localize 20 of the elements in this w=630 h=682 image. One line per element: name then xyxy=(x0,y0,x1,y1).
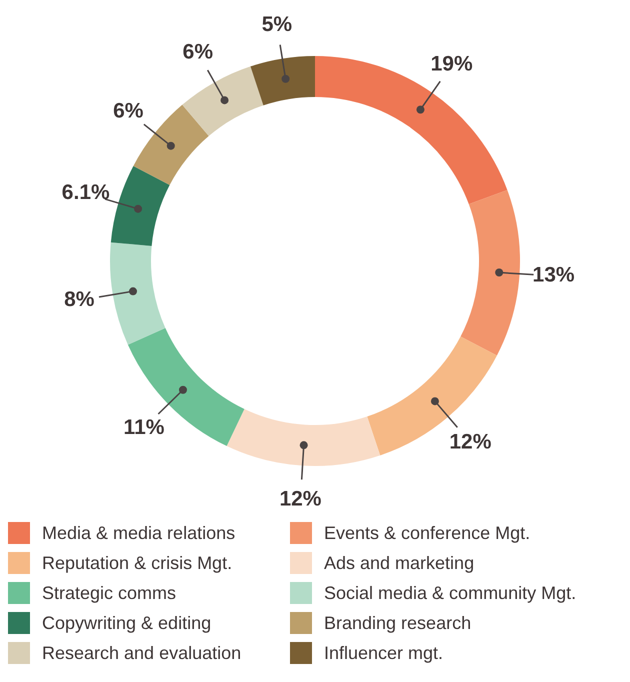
data-label: 8% xyxy=(64,288,95,312)
legend-label: Copywriting & editing xyxy=(42,612,212,634)
legend-label: Branding research xyxy=(324,612,472,634)
data-label: 6% xyxy=(113,100,144,123)
legend-label: Media & media relations xyxy=(42,522,236,544)
data-label: 11% xyxy=(124,416,165,439)
legend-label: Influencer mgt. xyxy=(324,642,444,664)
data-label: 5% xyxy=(262,12,292,36)
legend-label: Research and evaluation xyxy=(42,642,242,664)
legend-label: Ads and marketing xyxy=(324,552,474,574)
data-label: 6.1% xyxy=(62,181,110,204)
data-label: 19% xyxy=(430,52,473,76)
data-label: 13% xyxy=(532,264,575,287)
legend-label: Events & conference Mgt. xyxy=(324,522,530,544)
data-label: 12% xyxy=(279,487,322,510)
data-label: 12% xyxy=(449,430,492,454)
legend-label: Social media & community Mgt. xyxy=(324,582,576,604)
legend-label: Strategic comms xyxy=(42,582,176,604)
data-label: 6% xyxy=(182,40,214,64)
legend-label: Reputation & crisis Mgt. xyxy=(42,552,232,574)
